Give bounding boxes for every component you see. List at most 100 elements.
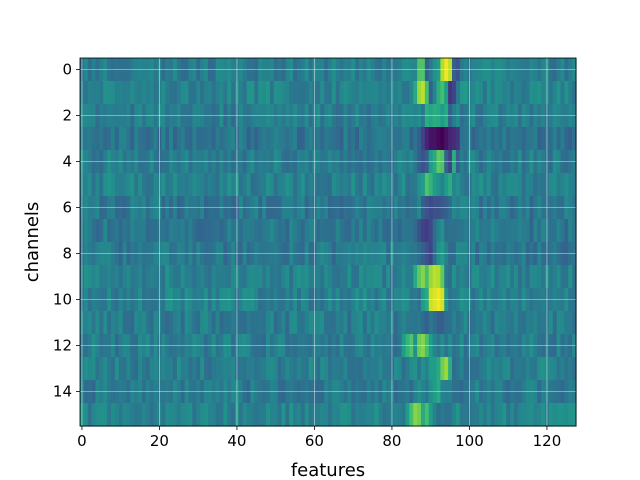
heatmap-cell bbox=[479, 219, 484, 243]
heatmap-cell bbox=[432, 173, 438, 197]
heatmap-cell bbox=[145, 311, 151, 335]
heatmap-cell bbox=[300, 173, 306, 197]
heatmap-cell bbox=[293, 173, 298, 197]
heatmap-cell bbox=[277, 265, 283, 289]
heatmap-cell bbox=[231, 403, 236, 427]
heatmap-cell bbox=[308, 357, 314, 381]
heatmap-cell bbox=[432, 81, 438, 105]
heatmap-cell bbox=[227, 265, 232, 289]
heatmap-cell bbox=[153, 357, 159, 381]
heatmap-cell bbox=[219, 173, 224, 197]
heatmap-cell bbox=[316, 173, 321, 197]
heatmap-cell bbox=[471, 81, 476, 105]
heatmap-cell bbox=[118, 219, 124, 243]
heatmap-cell bbox=[444, 403, 449, 427]
heatmap-cell bbox=[99, 173, 104, 197]
heatmap-cell bbox=[130, 173, 135, 197]
heatmap-cell bbox=[424, 81, 430, 105]
heatmap-cell bbox=[440, 81, 445, 105]
heatmap-cell bbox=[134, 81, 139, 105]
plot-frame bbox=[79, 57, 577, 427]
heatmap-cell bbox=[281, 127, 286, 151]
heatmap-cell bbox=[114, 311, 120, 335]
heatmap-cell bbox=[483, 127, 488, 151]
heatmap-cell bbox=[192, 219, 197, 243]
heatmap-cell bbox=[165, 403, 170, 427]
heatmap-cell bbox=[87, 311, 93, 335]
heatmap-cell bbox=[521, 81, 527, 105]
heatmap-cell bbox=[103, 81, 108, 105]
heatmap-cell bbox=[459, 81, 465, 105]
x-tick-label: 120 bbox=[533, 432, 562, 450]
heatmap-cell bbox=[339, 311, 345, 335]
heatmap-cell bbox=[572, 81, 577, 105]
heatmap-cell bbox=[452, 127, 457, 151]
heatmap-cell bbox=[452, 403, 457, 427]
heatmap-cell bbox=[533, 127, 538, 151]
heatmap-cell bbox=[169, 219, 174, 243]
heatmap-cell bbox=[564, 173, 569, 197]
heatmap-cell bbox=[258, 127, 263, 151]
heatmap-cell bbox=[320, 127, 325, 151]
heatmap-cell bbox=[204, 357, 209, 381]
heatmap-cell bbox=[463, 311, 469, 335]
heatmap-cell bbox=[548, 81, 554, 105]
heatmap-cell bbox=[459, 127, 465, 151]
heatmap-cell bbox=[471, 127, 476, 151]
heatmap-cell bbox=[200, 219, 205, 243]
heatmap-cell bbox=[347, 311, 352, 335]
heatmap-cell bbox=[273, 81, 279, 105]
heatmap-cell bbox=[180, 173, 186, 197]
heatmap-cell bbox=[242, 265, 248, 289]
heatmap-cell bbox=[95, 81, 100, 105]
heatmap-cell bbox=[475, 81, 480, 105]
heatmap-cell bbox=[130, 357, 135, 381]
heatmap-cell bbox=[339, 357, 345, 381]
heatmap-cell bbox=[572, 357, 577, 381]
heatmap-cell bbox=[285, 311, 290, 335]
heatmap-cell bbox=[374, 81, 379, 105]
heatmap-cell bbox=[242, 311, 248, 335]
heatmap-cell bbox=[262, 357, 267, 381]
heatmap-cell bbox=[421, 265, 426, 289]
heatmap-cell bbox=[304, 81, 310, 105]
heatmap-cell bbox=[328, 403, 333, 427]
heatmap-cell bbox=[308, 265, 314, 289]
heatmap-cell bbox=[91, 403, 97, 427]
heatmap-cell bbox=[118, 173, 124, 197]
heatmap-cell bbox=[211, 265, 217, 289]
heatmap-cell bbox=[231, 265, 236, 289]
heatmap-cell bbox=[273, 357, 279, 381]
heatmap-cell bbox=[568, 265, 573, 289]
heatmap-cell bbox=[207, 127, 213, 151]
heatmap-cell bbox=[486, 265, 492, 289]
heatmap-cell bbox=[533, 357, 538, 381]
heatmap-cell bbox=[490, 81, 496, 105]
heatmap-cell bbox=[331, 403, 337, 427]
heatmap-cell bbox=[552, 311, 558, 335]
heatmap-cell bbox=[529, 403, 534, 427]
heatmap-cell bbox=[254, 173, 259, 197]
heatmap-cell bbox=[254, 265, 259, 289]
heatmap-cell bbox=[173, 81, 178, 105]
heatmap-cell bbox=[421, 173, 426, 197]
heatmap-cell bbox=[269, 127, 275, 151]
heatmap-cell bbox=[362, 127, 368, 151]
heatmap-cell bbox=[320, 357, 325, 381]
heatmap-cell bbox=[297, 311, 302, 335]
heatmap-cell bbox=[227, 357, 232, 381]
heatmap-cell bbox=[316, 403, 321, 427]
heatmap-cell bbox=[142, 311, 147, 335]
heatmap-cell bbox=[238, 173, 244, 197]
heatmap-cell bbox=[424, 265, 430, 289]
heatmap-cell bbox=[475, 127, 480, 151]
heatmap-cell bbox=[324, 127, 329, 151]
heatmap-cell bbox=[529, 265, 534, 289]
heatmap-cell bbox=[107, 81, 112, 105]
heatmap-cell bbox=[359, 357, 364, 381]
heatmap-cell bbox=[138, 357, 143, 381]
heatmap-cell bbox=[397, 173, 403, 197]
heatmap-cell bbox=[169, 357, 174, 381]
heatmap-cell bbox=[475, 219, 480, 243]
heatmap-cell bbox=[215, 173, 221, 197]
